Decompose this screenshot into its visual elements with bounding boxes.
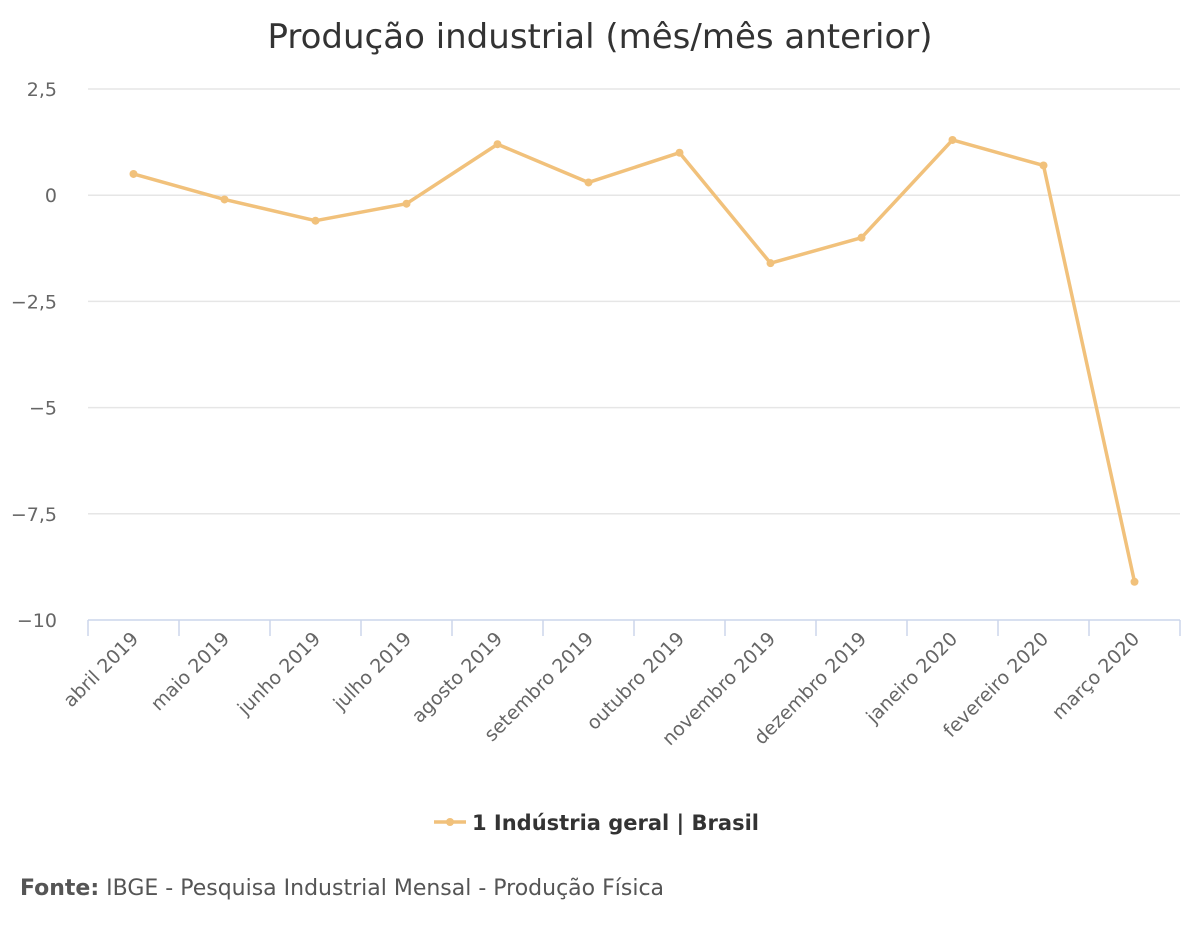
data-point[interactable]: [948, 135, 957, 144]
x-tick-label: abril 2019: [59, 628, 143, 712]
data-point[interactable]: [1130, 577, 1139, 586]
data-point[interactable]: [402, 199, 411, 208]
x-tick-label: julho 2019: [329, 628, 416, 715]
y-tick-label: 2,5: [27, 79, 57, 101]
gridlines: [88, 88, 1180, 515]
series-line[interactable]: [131, 138, 1137, 584]
y-tick-label: −7,5: [11, 504, 57, 526]
legend-label[interactable]: 1 Indústria geral | Brasil: [472, 811, 759, 836]
y-tick-label: 0: [45, 185, 57, 207]
source-label: Fonte:: [20, 876, 100, 901]
x-tick-label: março 2020: [1048, 628, 1144, 724]
data-point[interactable]: [584, 178, 593, 187]
line-chart: Produção industrial (mês/mês anterior) 2…: [11, 17, 1181, 836]
source-note: Fonte: IBGE - Pesquisa Industrial Mensal…: [20, 876, 664, 901]
x-tick-label: janeiro 2020: [861, 628, 962, 729]
legend-marker: [446, 818, 454, 826]
y-tick-label: −2,5: [11, 291, 57, 313]
source-text: IBGE - Pesquisa Industrial Mensal - Prod…: [106, 876, 665, 901]
data-point[interactable]: [766, 259, 775, 268]
x-tick-label: maio 2019: [147, 628, 234, 715]
data-point[interactable]: [857, 233, 866, 242]
y-tick-label: −5: [29, 398, 57, 420]
series-layer: [129, 135, 1139, 586]
data-point[interactable]: [493, 140, 502, 149]
y-axis: 2,5 0 −2,5 −5 −7,5 −10: [11, 79, 57, 632]
data-point[interactable]: [1039, 161, 1048, 170]
chart-title: Produção industrial (mês/mês anterior): [267, 17, 932, 57]
data-point[interactable]: [311, 216, 320, 225]
x-tick-label: agosto 2019: [408, 628, 507, 727]
legend[interactable]: 1 Indústria geral | Brasil: [434, 811, 759, 836]
data-point[interactable]: [220, 195, 229, 204]
y-tick-label: −10: [17, 610, 57, 632]
data-point[interactable]: [129, 169, 138, 178]
x-tick-label: junho 2019: [233, 628, 325, 720]
x-axis: abril 2019 maio 2019 junho 2019 julho 2019a…: [59, 619, 1181, 750]
data-point[interactable]: [675, 148, 684, 157]
